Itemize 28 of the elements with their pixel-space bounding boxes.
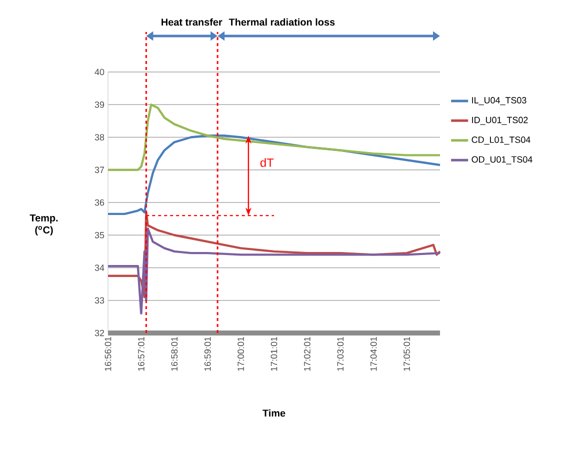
text: Thermal radiation loss (228, 18, 335, 26)
y-tick-label: 38 (94, 134, 104, 140)
y-tick-label: 39 (94, 101, 104, 108)
y-tick-label: 35 (94, 232, 104, 238)
x-axis-title: Time (262, 409, 286, 417)
x-tick-label: 17:03:01 (337, 336, 344, 371)
legend-label: IL_U04_TS03 (472, 97, 526, 106)
y-tick-label: 40 (94, 68, 104, 76)
x-tick-label: 17:02:01 (304, 336, 310, 371)
x-tick-label: 16:58:01 (171, 336, 178, 371)
x-tick-label: 16:57:01 (138, 336, 144, 371)
legend-label: CD_L01_TS04 (472, 136, 530, 145)
y-tick-label: 32 (94, 330, 104, 336)
x-tick-label: 17:05:01 (404, 336, 410, 371)
x-tick-label: 17:01:01 (270, 336, 278, 371)
x-tick-label: 17:04:01 (370, 336, 377, 371)
annotation: dT (260, 158, 274, 167)
text: Heat transfer (162, 18, 222, 26)
y-tick-label: 34 (94, 264, 104, 271)
x-tick-label: 17:00:01 (238, 336, 244, 371)
legend-label: ID_U01_TS02 (472, 116, 528, 125)
y-tick-label: 36 (94, 199, 104, 206)
y-axis-title: Temp. ($^{o}$C) (30, 214, 58, 236)
x-tick-label: 16:59:01 (204, 336, 211, 371)
y-tick-label: 37 (94, 166, 104, 174)
legend-label: OD_U01_TS04 (472, 156, 532, 164)
y-tick-label: 33 (94, 297, 104, 304)
x-tick-label: 16:56:01 (104, 336, 112, 371)
